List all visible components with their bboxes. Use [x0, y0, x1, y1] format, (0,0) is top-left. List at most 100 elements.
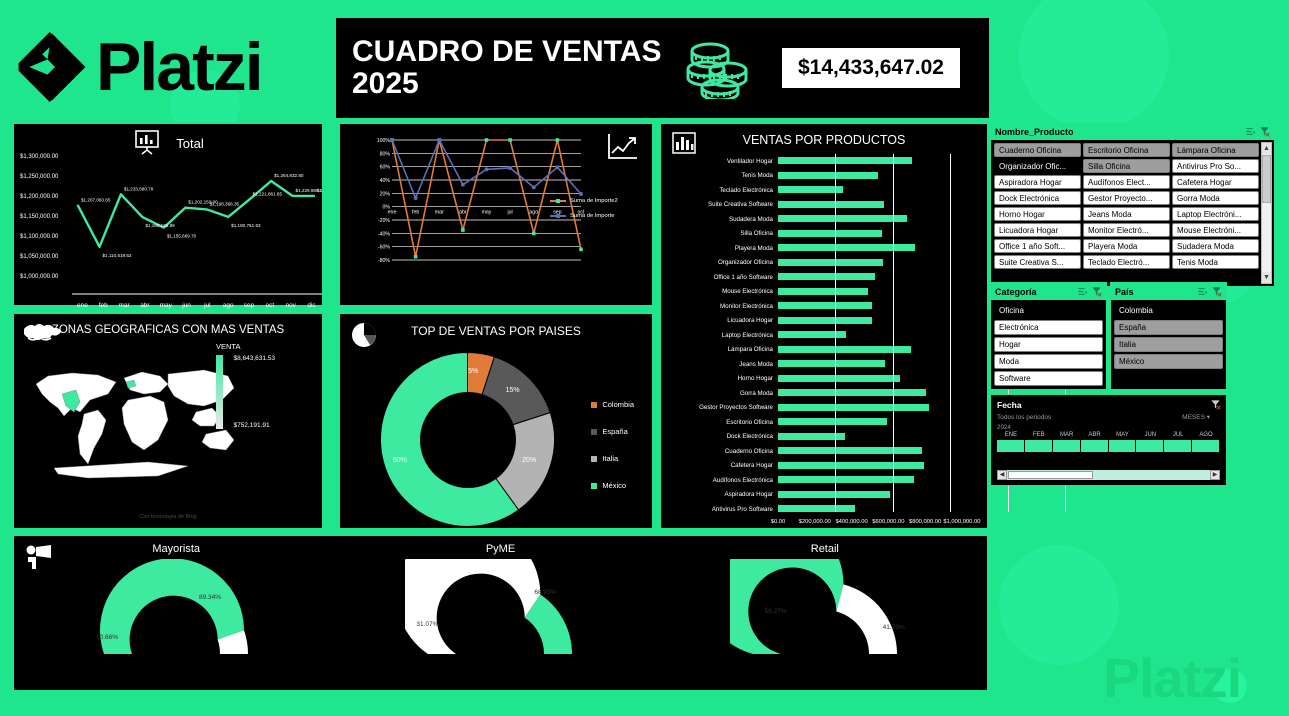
slicer-nombre-producto[interactable]: Nombre_Producto Cuaderno Oficina Escritor…	[990, 122, 1275, 287]
slicer-item[interactable]: Cafetera Hogar	[1172, 175, 1259, 189]
slicer-producto-items[interactable]: Cuaderno Oficina Escritorio Oficina Lámpar…	[991, 140, 1274, 272]
slicer-item[interactable]: Lámpara Oficina	[1172, 143, 1259, 157]
slicer-item[interactable]: Cuaderno Oficina	[994, 143, 1081, 157]
slicer-producto-scrollbar[interactable]: ▲ ▼	[1261, 142, 1272, 284]
scrollbar-thumb[interactable]	[1262, 155, 1271, 203]
timeline-month[interactable]: MAR	[1052, 432, 1081, 452]
bar-label: Organizador Oficina	[717, 259, 773, 267]
bar-fill	[778, 418, 887, 426]
timeline-month[interactable]: MAY	[1108, 432, 1137, 452]
line-chart-arrow-icon	[608, 134, 637, 159]
multi-select-icon[interactable]	[1245, 126, 1256, 137]
bar-row: Suite Creativa Software	[661, 198, 987, 213]
slicer-item[interactable]: Escritorio Oficina	[1083, 143, 1170, 157]
slicer-item[interactable]: México	[1114, 354, 1223, 369]
bar-row: Aspiradora Hogar	[661, 488, 987, 503]
timeline-level-dropdown[interactable]: MESES ▾	[1182, 413, 1210, 421]
timeline-scrollbar[interactable]: ◀ ▶	[997, 470, 1220, 480]
slicer-pais-items[interactable]: Colombia España Italia México	[1111, 300, 1226, 372]
timeline-month[interactable]: ENE	[997, 432, 1025, 452]
slicer-item[interactable]: Sudadera Moda	[1172, 239, 1259, 253]
slicer-item[interactable]: Teclado Electró...	[1083, 255, 1170, 269]
slicer-item[interactable]: Suite Creativa S...	[994, 255, 1081, 269]
slicer-item[interactable]: Italia	[1114, 337, 1223, 352]
slicer-item[interactable]: Playera Moda	[1083, 239, 1170, 253]
timeline-month[interactable]: AGO	[1192, 432, 1220, 452]
bar-track	[778, 357, 987, 372]
scroll-up-arrow[interactable]: ▲	[1262, 143, 1271, 154]
megaphone-icon	[26, 545, 51, 569]
timeline-month-block[interactable]	[1164, 440, 1192, 452]
bar-fill	[778, 302, 873, 310]
background-blob	[1019, 0, 1169, 130]
timeline-month-block[interactable]	[1108, 440, 1136, 452]
slicer-item[interactable]: Colombia	[1114, 303, 1223, 318]
arrow-right-icon[interactable]: ▶	[1210, 470, 1220, 480]
slicer-item[interactable]: Audífonos Elect...	[1083, 175, 1170, 189]
bar-label: Laptop Electrónica	[721, 331, 773, 339]
map-legend: VENTA $8,643,631.53 $752,191.91	[216, 342, 308, 429]
timeline-month[interactable]: FEB	[1024, 432, 1053, 452]
slicer-item[interactable]: Gorra Moda	[1172, 191, 1259, 205]
bar-fill	[778, 447, 922, 455]
timeline-month-block[interactable]	[1052, 440, 1080, 452]
slicer-item[interactable]: Laptop Electróni...	[1172, 207, 1259, 221]
timeline-months[interactable]: ENE FEB MAR ABR MAY JUN JUL AGO	[997, 432, 1220, 452]
slicer-item[interactable]: Antivirus Pro So...	[1172, 159, 1259, 173]
arrow-left-icon[interactable]: ◀	[997, 470, 1007, 480]
clear-filter-icon[interactable]	[1259, 126, 1270, 137]
slicer-item[interactable]: Monitor Electró...	[1083, 223, 1170, 237]
slicer-categoria-items[interactable]: Oficina Electrónica Hogar Moda Software	[991, 300, 1106, 389]
timeline-month-block[interactable]	[1024, 440, 1052, 452]
slicer-item[interactable]: Horno Hogar	[994, 207, 1081, 221]
timeline-month-label: ENE	[1004, 432, 1018, 438]
panel-geographic-zones: ZONAS GEOGRAFICAS CON MAS VENTAS VENTA $…	[12, 312, 324, 530]
timeline-month[interactable]: JUN	[1136, 432, 1164, 452]
svg-text:$1,198,368.35: $1,198,368.35	[210, 201, 240, 206]
slicer-item[interactable]: Dock Electrónica	[994, 191, 1081, 205]
gauge-value-primary: 68.93%	[534, 589, 557, 596]
slicer-item[interactable]: Licuadora Hogar	[994, 223, 1081, 237]
slicer-item[interactable]: Jeans Moda	[1083, 207, 1170, 221]
svg-text:$1,229,988.12: $1,229,988.12	[296, 188, 322, 193]
slicer-item[interactable]: Oficina	[994, 303, 1103, 318]
slicer-item[interactable]: Mouse Electróni...	[1172, 223, 1259, 237]
bar-label: Cuaderno Oficina	[724, 447, 773, 455]
clear-filter-icon[interactable]	[1210, 399, 1221, 410]
slicer-item[interactable]: España	[1114, 320, 1223, 335]
svg-text:$1,202,150.00: $1,202,150.00	[188, 200, 218, 205]
slicer-categoria[interactable]: Categoría Oficina Electrónica Hogar Moda Sof…	[990, 282, 1107, 390]
timeline-month-block[interactable]	[1192, 440, 1219, 452]
clear-filter-icon[interactable]	[1211, 286, 1222, 297]
slicer-item[interactable]: Aspiradora Hogar	[994, 175, 1081, 189]
timeline-fecha[interactable]: Fecha Todos los periodos MESES ▾ 2024 EN…	[990, 394, 1227, 486]
slicer-item[interactable]: Electrónica	[994, 320, 1103, 335]
slicer-item[interactable]: Silla Oficina	[1083, 159, 1170, 173]
timeline-month[interactable]: ABR	[1080, 432, 1109, 452]
bar-row: Antivirus Pro Software	[661, 502, 987, 517]
gauge-value-secondary: 10.66%	[96, 634, 119, 641]
svg-text:abr: abr	[459, 210, 467, 216]
percent-line-legend: Suma de Importe2 Suma de Importe	[550, 198, 618, 228]
bars-x-tick: $800,000.00	[909, 518, 942, 525]
slicer-item[interactable]: Office 1 año Soft...	[994, 239, 1081, 253]
slicer-item[interactable]: Tenis Moda	[1172, 255, 1259, 269]
multi-select-icon[interactable]	[1197, 286, 1208, 297]
slicer-item[interactable]: Hogar	[994, 337, 1103, 352]
slicer-item[interactable]: Organizador Ofic...	[994, 159, 1081, 173]
timeline-month[interactable]: JUL	[1164, 432, 1192, 452]
timeline-month-block[interactable]	[1136, 440, 1164, 452]
multi-select-icon[interactable]	[1077, 286, 1088, 297]
slicer-item[interactable]: Gestor Proyecto...	[1083, 191, 1170, 205]
timeline-scroll-thumb[interactable]	[1008, 471, 1093, 479]
scroll-down-arrow[interactable]: ▼	[1262, 272, 1271, 283]
timeline-month-block[interactable]	[1080, 440, 1108, 452]
slicer-pais[interactable]: País Colombia España Italia México	[1110, 282, 1227, 390]
clear-filter-icon[interactable]	[1091, 286, 1102, 297]
gauge-title: PyME	[485, 543, 516, 555]
bar-row: Licuadora Hogar	[661, 314, 987, 329]
timeline-month-block[interactable]	[997, 440, 1024, 452]
bar-chart-icon	[672, 132, 696, 154]
slicer-item[interactable]: Software	[994, 371, 1103, 386]
slicer-item[interactable]: Moda	[994, 354, 1103, 369]
